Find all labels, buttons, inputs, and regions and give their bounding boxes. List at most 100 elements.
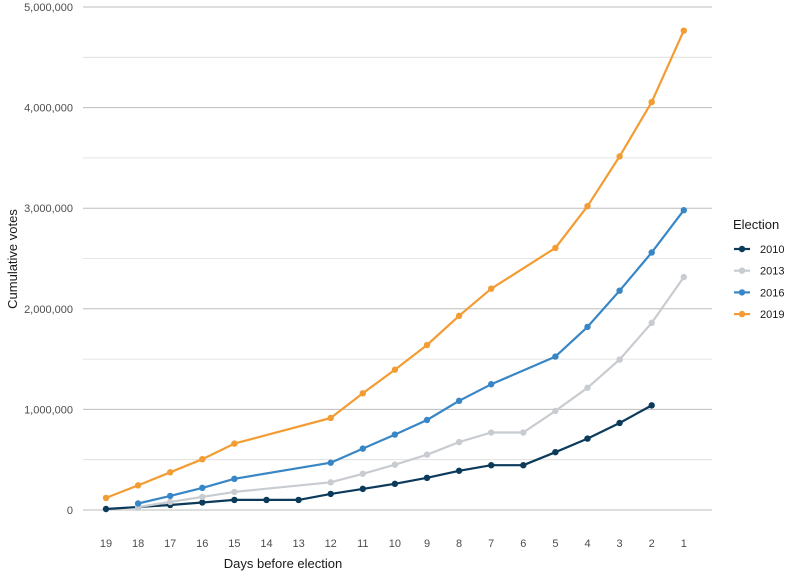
data-point-2010 (584, 435, 591, 442)
data-point-2019 (648, 98, 655, 106)
data-point-2016 (584, 323, 591, 331)
data-point-2016 (648, 249, 655, 256)
data-point-2013 (231, 488, 238, 496)
legend-item-2013: 2013 (734, 266, 784, 278)
data-point-2010 (391, 480, 399, 488)
data-point-2019 (391, 366, 399, 373)
data-point-2013 (648, 319, 655, 327)
x-tick-label: 13 (292, 538, 304, 550)
series-line-2013 (137, 276, 685, 509)
legend-label: 2013 (760, 266, 784, 278)
data-point-2016 (167, 492, 174, 500)
legend-point-swatch (738, 289, 746, 296)
data-point-2010 (552, 448, 559, 456)
x-tick-label: 19 (100, 538, 112, 550)
y-tick-label: 1,000,000 (24, 404, 73, 416)
legend-label: 2019 (760, 309, 784, 321)
legend-label: 2010 (760, 244, 784, 256)
grid-layer (83, 6, 712, 511)
x-tick-label: 3 (617, 538, 623, 550)
data-point-2010 (102, 505, 110, 513)
y-tick-label: 4,000,000 (24, 103, 73, 115)
data-point-2013 (199, 493, 206, 501)
axis-layer: 0 1,000,000 2,000,000 3,000,000 4,000,000 5,0… (5, 2, 687, 571)
data-point-2013 (584, 384, 591, 391)
x-tick-label: 8 (456, 538, 462, 550)
data-point-2010 (648, 402, 655, 409)
legend-point-swatch (738, 310, 746, 318)
data-point-2013 (616, 356, 623, 363)
x-axis-title: Days before election (224, 556, 343, 571)
data-point-2013 (680, 273, 687, 281)
x-tick-label: 5 (552, 538, 558, 550)
x-tick-label: 11 (357, 538, 368, 550)
series-2010 (102, 402, 655, 513)
x-tick-label: 16 (196, 538, 208, 550)
data-point-2013 (359, 470, 366, 477)
x-tick-label: 12 (325, 538, 337, 550)
x-tick-label: 17 (164, 538, 176, 550)
legend-item-2010: 2010 (734, 244, 784, 256)
data-point-2010 (199, 499, 206, 506)
data-point-2019 (134, 482, 142, 489)
data-point-2019 (423, 341, 431, 349)
data-point-2010 (520, 462, 527, 469)
data-point-2019 (616, 153, 623, 160)
legend: Election 2010 2013 2016 2019 (733, 217, 784, 321)
series-2016 (134, 207, 687, 507)
x-tick-label: 18 (132, 538, 144, 550)
data-point-2016 (423, 416, 431, 424)
data-point-2016 (391, 431, 399, 438)
data-point-2019 (231, 440, 238, 447)
data-point-2016 (488, 381, 495, 388)
data-point-2019 (584, 202, 591, 210)
data-point-2010 (488, 462, 495, 469)
series-2019 (102, 27, 687, 502)
y-tick-label: 5,000,000 (24, 2, 73, 14)
data-point-2016 (552, 353, 559, 360)
data-point-2019 (199, 455, 206, 463)
y-tick-label: 0 (67, 505, 73, 517)
data-point-2016 (616, 287, 623, 294)
series-line-2019 (104, 29, 685, 499)
x-tick-label: 6 (520, 538, 526, 550)
legend-item-2016: 2016 (734, 287, 784, 299)
data-point-2019 (552, 244, 559, 252)
data-point-2016 (359, 445, 366, 452)
data-point-2013 (391, 461, 399, 468)
legend-label: 2016 (760, 287, 784, 299)
data-point-2019 (488, 285, 495, 292)
data-point-2019 (680, 27, 687, 34)
data-point-2010 (359, 485, 366, 493)
data-point-2019 (455, 312, 463, 320)
data-point-2016 (199, 484, 206, 492)
data-point-2016 (455, 397, 463, 405)
data-point-2010 (616, 419, 623, 427)
data-point-2019 (359, 390, 366, 397)
data-point-2010 (231, 496, 238, 504)
x-tick-label: 2 (649, 538, 655, 550)
data-point-2016 (680, 207, 687, 214)
series-2013 (134, 273, 687, 511)
data-point-2019 (327, 414, 334, 422)
series-layer (102, 27, 687, 513)
data-point-2010 (263, 496, 270, 504)
x-tick-label: 9 (424, 538, 430, 550)
data-point-2013 (520, 429, 527, 436)
legend-point-swatch (738, 267, 746, 274)
legend-point-swatch (738, 245, 746, 253)
legend-title: Election (733, 217, 779, 232)
data-point-2010 (423, 474, 431, 482)
data-point-2016 (327, 459, 334, 466)
data-point-2019 (167, 469, 174, 476)
x-tick-label: 10 (389, 538, 401, 550)
data-point-2019 (102, 494, 110, 502)
data-point-2013 (423, 451, 431, 458)
data-point-2016 (231, 475, 238, 483)
legend-item-2019: 2019 (734, 309, 784, 321)
y-tick-label: 3,000,000 (24, 203, 73, 215)
data-point-2013 (552, 407, 559, 415)
x-tick-label: 7 (488, 538, 494, 550)
